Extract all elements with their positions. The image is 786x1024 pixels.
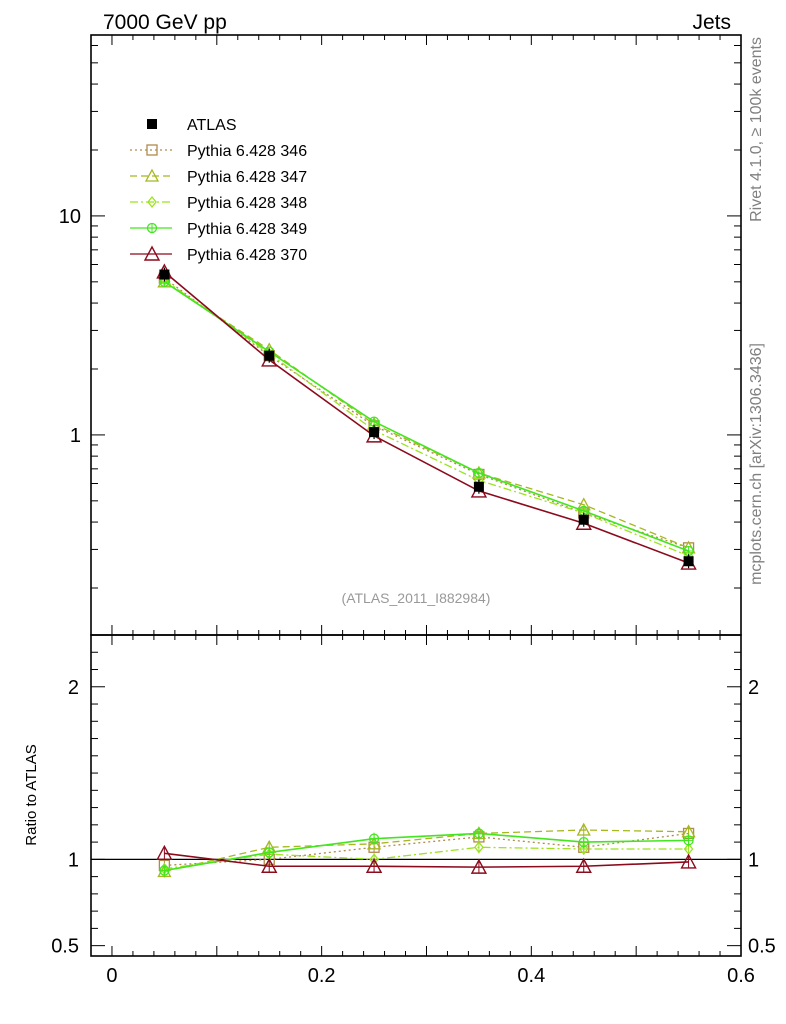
main-ytick-label: 1 <box>70 425 81 447</box>
ratio-point-s349-cross <box>579 837 589 847</box>
main-point-data <box>473 481 484 492</box>
ratio-point-s370 <box>470 858 488 874</box>
main-panel: 1 10 <box>59 34 742 636</box>
analysis-id-label: (ATLAS_2011_I882984) <box>342 590 491 606</box>
ratio-ytick-label-right: 1 <box>748 849 759 871</box>
main-line-s370 <box>163 271 689 564</box>
ratio-point-s349-cross <box>474 828 484 838</box>
process-title: Jets <box>692 11 731 34</box>
ratio-point-s370 <box>680 853 697 869</box>
ratio-point-s370 <box>365 857 383 873</box>
ratio-panel: 0.5 0.5 1 1 2 2 0 0.2 0.4 0.6 <box>51 634 776 987</box>
main-line-s348 <box>164 279 689 557</box>
ratio-point-s370 <box>575 857 592 873</box>
legend-marker-s346 <box>146 144 158 156</box>
legend-marker-s349-cross <box>147 223 157 233</box>
main-point-data <box>264 350 275 361</box>
ratio-point-s347 <box>366 836 382 850</box>
ratio-point-s348 <box>578 842 589 856</box>
main-point-data <box>578 514 589 525</box>
ratio-series-s370 <box>156 844 697 874</box>
ratio-point-s349-cross <box>264 847 274 857</box>
ratio-y-axis-label: Ratio to ATLAS <box>23 744 40 845</box>
x-tick-label: 0.2 <box>308 965 336 987</box>
legend-label-s346: Pythia 6.428 346 <box>187 143 307 160</box>
main-line-s347 <box>164 281 689 549</box>
legend-label-s348: Pythia 6.428 348 <box>187 195 307 212</box>
x-tick-label: 0.4 <box>517 965 545 987</box>
ratio-point-s347 <box>576 822 591 836</box>
ratio-ytick-label-right: 2 <box>748 677 759 699</box>
main-point-s349-cross <box>369 417 379 427</box>
main-series-s347 <box>157 274 696 554</box>
ratio-line-s347 <box>164 829 689 873</box>
ratio-point-s370 <box>156 844 173 861</box>
ratio-point-s348 <box>474 841 484 854</box>
legend-marker-s348 <box>147 195 157 209</box>
main-point-data <box>159 269 170 280</box>
main-point-data <box>369 427 380 438</box>
mcplots-reference-label: mcplots.cern.ch [arXiv:1306.3436] <box>748 343 765 585</box>
legend-label-s349: Pythia 6.428 349 <box>187 221 307 238</box>
main-series-s346 <box>158 272 695 554</box>
ratio-line-s349 <box>164 832 689 872</box>
energy-title: 7000 GeV pp <box>103 11 227 34</box>
ratio-ytick-label: 2 <box>68 677 79 699</box>
legend-label-s347: Pythia 6.428 347 <box>187 169 307 186</box>
x-tick-label: 0.6 <box>727 965 755 987</box>
legend-marker-s370 <box>143 245 161 261</box>
rivet-version-label: Rivet 4.1.0, ≥ 100k events <box>748 37 765 222</box>
ratio-ytick-label: 0.5 <box>51 936 79 958</box>
legend-label-s370: Pythia 6.428 370 <box>187 247 307 264</box>
main-line-s349 <box>163 281 689 552</box>
ratio-series-s349 <box>159 827 694 877</box>
ratio-point-s349-cross <box>159 866 169 876</box>
ratio-frame <box>90 634 742 957</box>
main-series-s349 <box>159 276 694 557</box>
legend-marker-s347 <box>144 168 160 182</box>
main-point-s349-cross <box>474 468 484 478</box>
ratio-ytick-label: 1 <box>68 849 79 871</box>
main-series-s348 <box>159 273 694 563</box>
ratio-point-s370 <box>261 857 278 873</box>
ratio-series-s347 <box>157 822 696 878</box>
legend-label-data: ATLAS <box>187 117 237 134</box>
main-point-data <box>683 556 694 567</box>
main-ytick-label: 10 <box>59 206 81 228</box>
legend-marker-data <box>147 119 157 129</box>
ratio-ytick-label-right: 0.5 <box>748 936 776 958</box>
ratio-line-s370 <box>164 852 689 868</box>
x-tick-label: 0 <box>106 965 117 987</box>
main-point-s349-cross <box>684 546 694 556</box>
ratio-line-s348 <box>164 846 689 870</box>
ratio-point-s349-cross <box>684 835 694 845</box>
ratio-point-s349-cross <box>369 834 379 844</box>
legend: ATLAS Pythia 6.428 346 Pythia 6.428 347 Pyt… <box>130 117 307 264</box>
main-series-data <box>159 267 694 569</box>
main-line-s346 <box>164 277 689 549</box>
